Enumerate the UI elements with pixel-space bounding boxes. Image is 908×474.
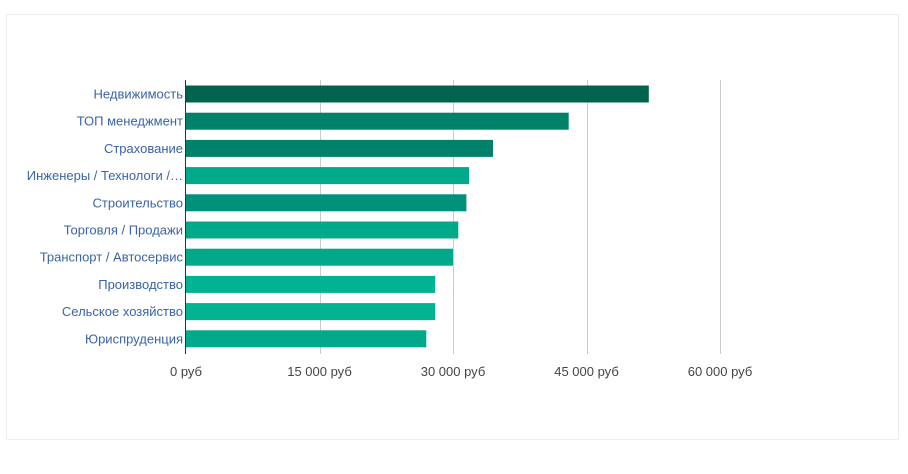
- category-label-2: Страхование: [104, 141, 183, 156]
- category-label-8: Сельское хозяйство: [62, 304, 183, 319]
- category-label-4: Строительство: [93, 195, 183, 210]
- category-label-3: Инженеры / Технологи /…: [27, 168, 183, 183]
- bar-8[interactable]: [186, 303, 436, 321]
- category-label-5: Торговля / Продажи: [64, 223, 183, 238]
- category-label-1: ТОП менеджмент: [77, 114, 183, 129]
- x-tick-label-1: 15 000 руб: [287, 364, 352, 379]
- bar-2[interactable]: [186, 139, 493, 157]
- bar-0[interactable]: [186, 85, 649, 103]
- bar-4[interactable]: [186, 194, 467, 212]
- bar-5[interactable]: [186, 221, 459, 239]
- category-label-9: Юриспруденция: [85, 331, 183, 346]
- category-label-6: Транспорт / Автосервис: [40, 250, 184, 265]
- bar-9[interactable]: [186, 330, 427, 348]
- bar-1[interactable]: [186, 112, 569, 130]
- bar-3[interactable]: [186, 167, 469, 185]
- bar-6[interactable]: [186, 248, 453, 266]
- bar-7[interactable]: [186, 275, 436, 293]
- category-label-0: Недвижимость: [94, 87, 184, 102]
- category-label-7: Производство: [98, 277, 183, 292]
- x-tick-label-2: 30 000 руб: [421, 364, 486, 379]
- x-tick-label-3: 45 000 руб: [554, 364, 619, 379]
- x-tick-label-0: 0 руб: [170, 364, 202, 379]
- x-tick-label-4: 60 000 руб: [688, 364, 753, 379]
